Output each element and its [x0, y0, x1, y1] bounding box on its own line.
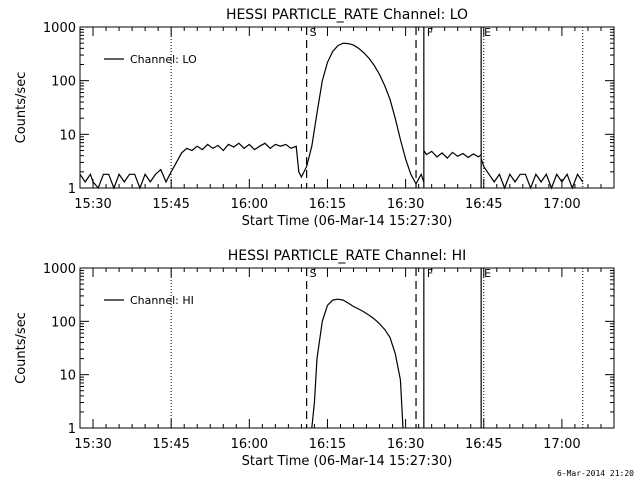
lo-x-tick-label: 16:45: [465, 197, 502, 212]
lo-series-line-segment-0: [79, 42, 425, 190]
lo-x-tick-label: 16:30: [387, 197, 424, 212]
hi-y-tick-label: 1000: [43, 262, 76, 277]
lo-plot-frame: [79, 26, 615, 189]
lo-chart-title: HESSI PARTICLE_RATE Channel: LO: [226, 7, 468, 23]
hi-x-axis-label: Start Time (06-Mar-14 15:27:30): [242, 454, 453, 469]
hi-y-axis-label: Counts/sec: [14, 312, 29, 384]
lo-y-tick-label: 10: [59, 128, 76, 143]
hi-x-tick-label: 16:30: [387, 437, 424, 452]
lo-series-line-segment-1: [423, 150, 482, 159]
lo-series-line-segment-2: [480, 158, 584, 190]
lo-y-tick-label: 1: [68, 182, 76, 197]
hi-x-tick-label: 17:00: [543, 437, 580, 452]
hi-x-tick-label: 16:45: [465, 437, 502, 452]
hi-series-line-segment-0: [311, 298, 404, 429]
lo-x-axis-label: Start Time (06-Mar-14 15:27:30): [242, 214, 453, 229]
hi-plot-frame: [79, 267, 615, 429]
lo-event-label-s: S: [310, 26, 317, 39]
lo-y-tick-label: 1000: [43, 21, 76, 36]
hi-x-tick-label: 15:45: [152, 437, 189, 452]
hi-y-tick-label: 10: [59, 369, 76, 384]
lo-x-tick-label: 16:15: [309, 197, 346, 212]
lo-x-tick-label: 15:30: [74, 197, 111, 212]
lo-x-tick-label: 17:00: [543, 197, 580, 212]
lo-y-axis-label: Counts/sec: [14, 72, 29, 144]
lo-channel-panel: HESSI PARTICLE_RATE Channel: LO Start Tim…: [14, 7, 615, 229]
plot-timestamp: 6-Mar-2014 21:20: [557, 469, 634, 478]
lo-x-tick-label: 16:00: [231, 197, 268, 212]
hi-x-tick-label: 16:15: [309, 437, 346, 452]
hi-legend-label: Channel: HI: [130, 294, 194, 307]
hi-event-label-s: S: [310, 267, 317, 280]
hi-chart-title: HESSI PARTICLE_RATE Channel: HI: [228, 248, 466, 264]
lo-legend-label: Channel: LO: [130, 53, 197, 66]
hi-x-tick-label: 16:00: [231, 437, 268, 452]
hi-x-tick-label: 15:30: [74, 437, 111, 452]
hi-channel-panel: HESSI PARTICLE_RATE Channel: HI Start Tim…: [14, 248, 615, 469]
hi-y-tick-label: 1: [68, 422, 76, 437]
lo-event-label-f: F: [427, 26, 433, 39]
hi-event-label-e: E: [484, 267, 491, 280]
lo-x-tick-label: 15:45: [152, 197, 189, 212]
lo-y-tick-label: 100: [51, 75, 76, 90]
lo-event-label-e: E: [484, 26, 491, 39]
hi-event-label-f: F: [427, 267, 433, 280]
hi-y-tick-label: 100: [51, 315, 76, 330]
